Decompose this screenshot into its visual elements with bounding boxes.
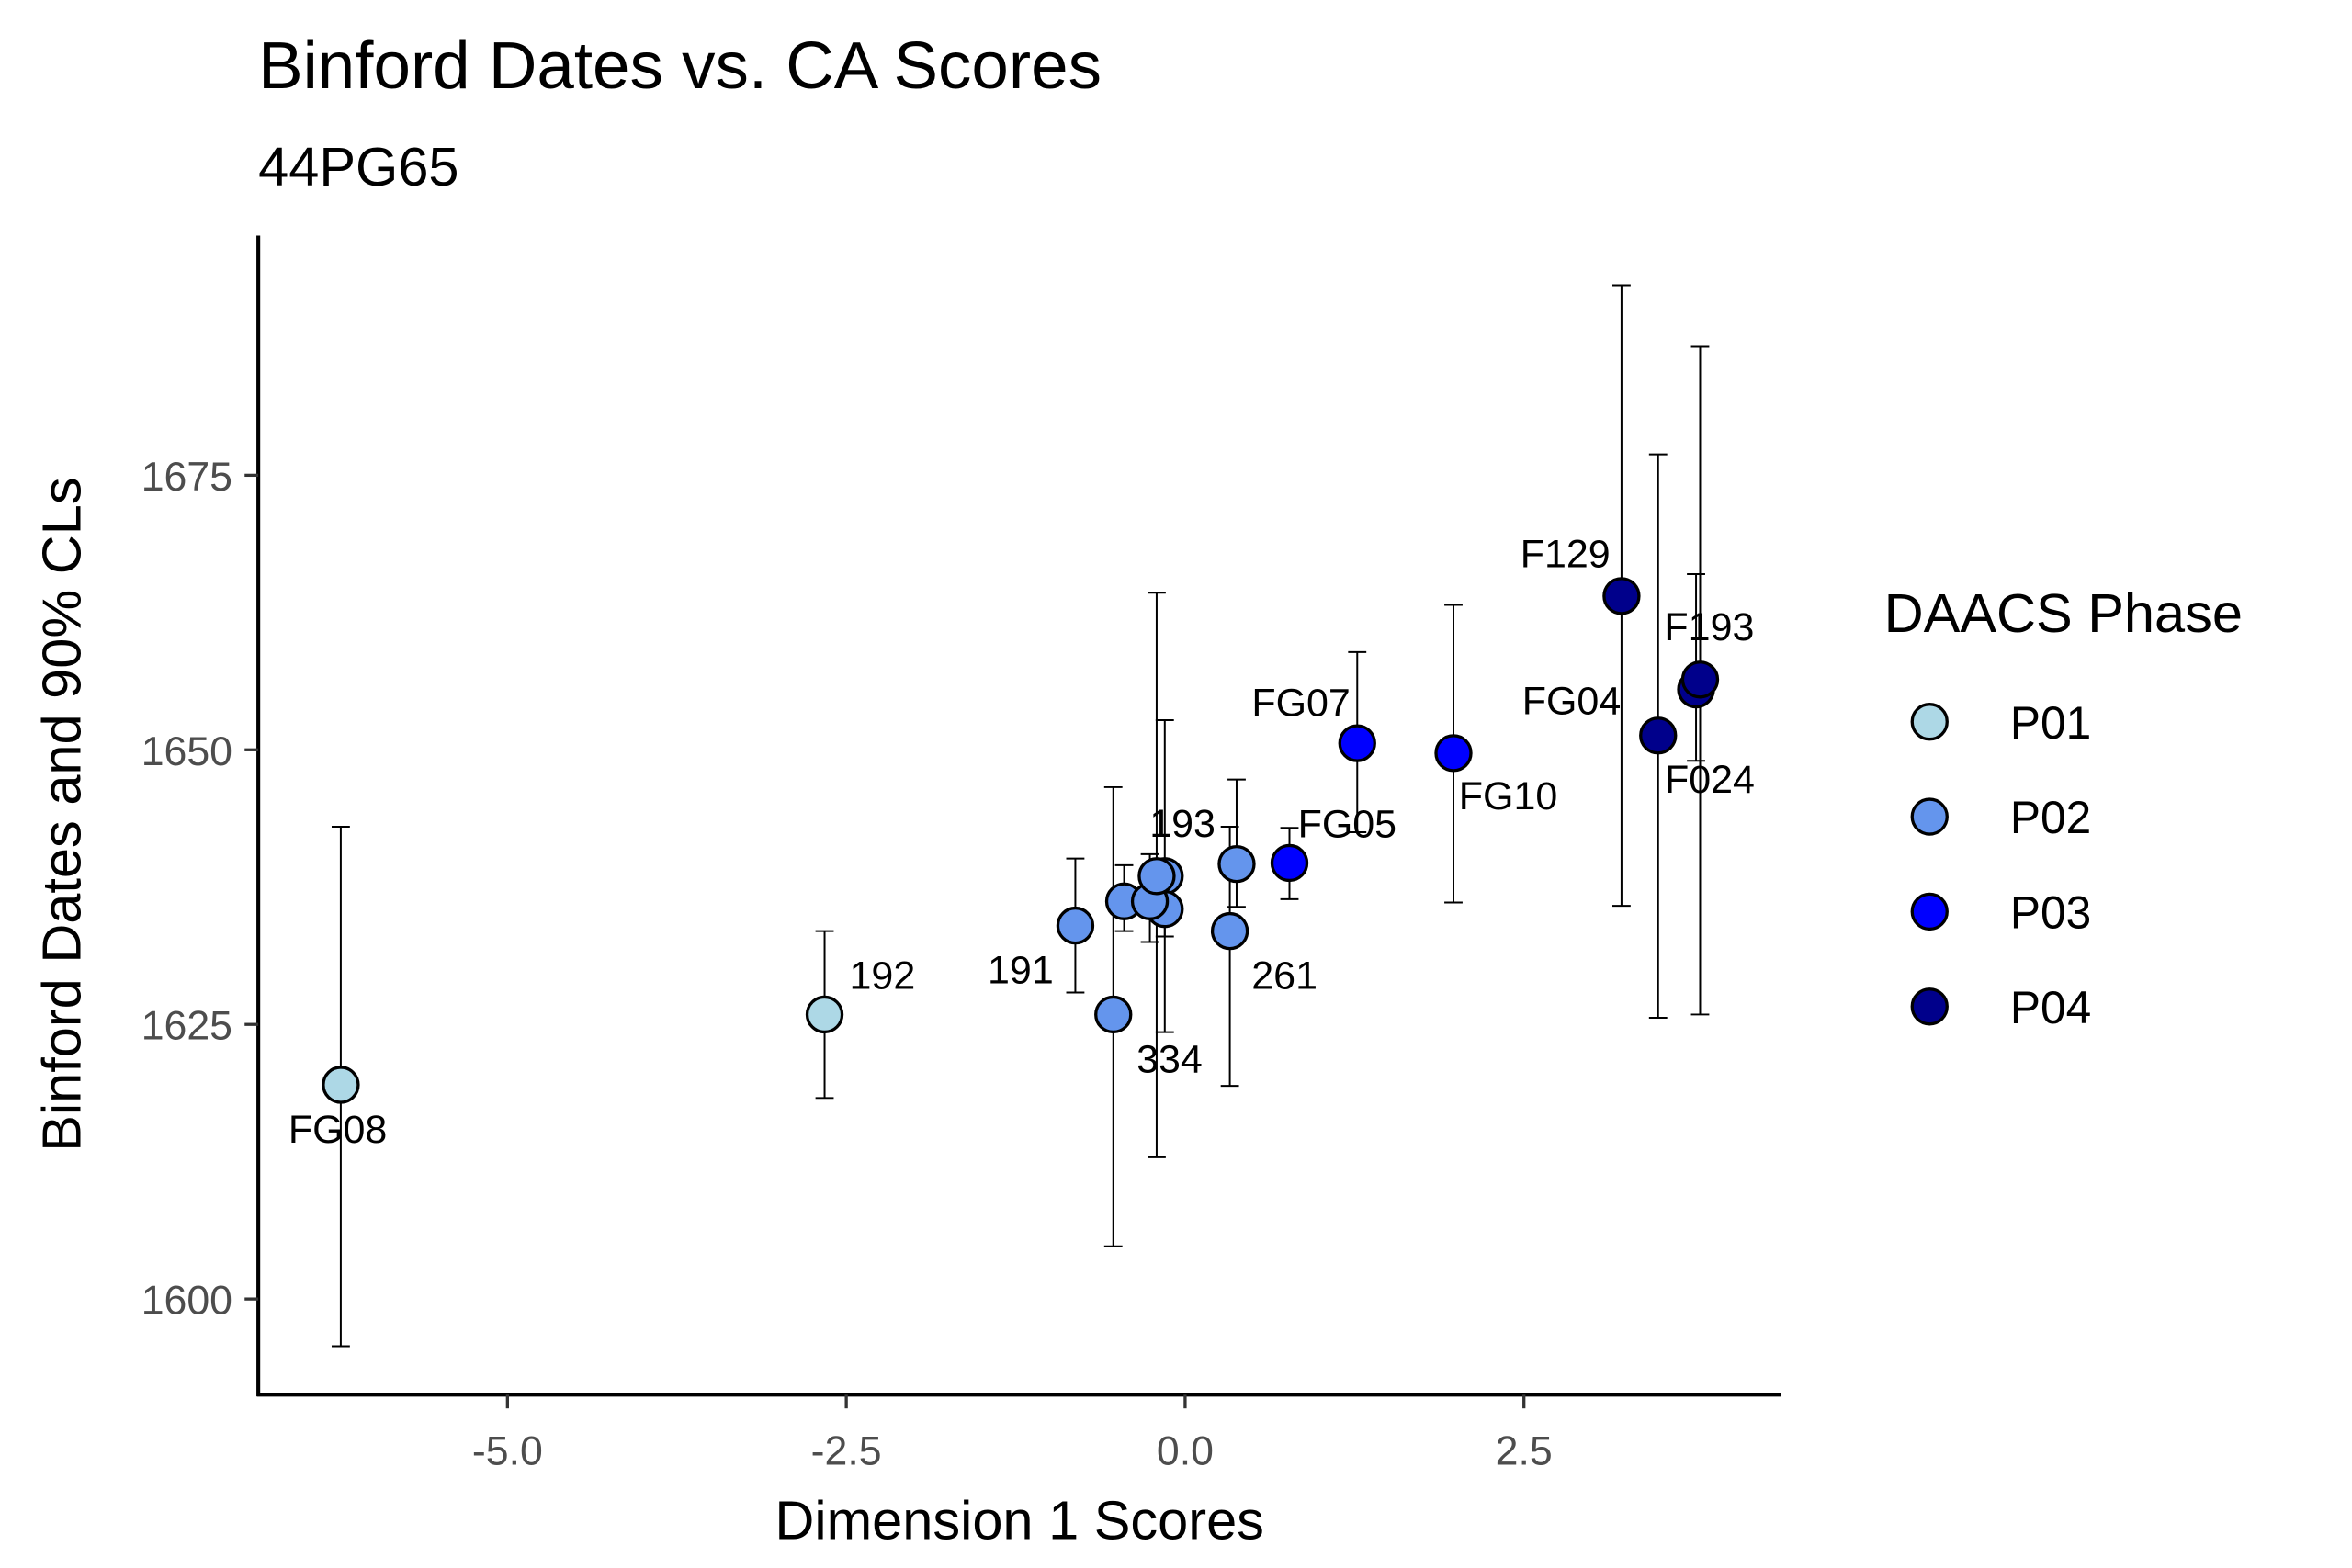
y-tick-label: 1650	[141, 729, 232, 774]
point-label: F129	[1521, 532, 1611, 576]
legend-item-p03: P03	[1910, 887, 2091, 939]
legend-item-p01: P01	[1910, 697, 2091, 749]
point-label: F024	[1665, 758, 1755, 802]
data-point	[1137, 857, 1176, 896]
data-point	[805, 995, 844, 1034]
x-tick-label: 2.5	[1496, 1428, 1553, 1473]
point-label: 193	[1149, 802, 1216, 846]
legend-swatch	[1910, 797, 1949, 836]
legend-swatch	[1910, 892, 1949, 931]
data-point	[1434, 734, 1473, 773]
data-point	[1270, 843, 1309, 883]
x-tick-label: -5.0	[472, 1428, 543, 1473]
y-tick-label: 1625	[141, 1004, 232, 1049]
legend-label: P01	[2010, 697, 2091, 749]
point-labels: FG08 192 191 334 193 261 FG05 FG07 FG10 F129 FG04 F…	[288, 532, 1755, 1151]
x-tick-label: -2.5	[811, 1428, 882, 1473]
data-point	[1639, 716, 1678, 755]
legend-label: P02	[2010, 792, 2091, 843]
data-point	[1338, 724, 1376, 762]
data-point	[1217, 844, 1256, 884]
point-label: 334	[1136, 1037, 1203, 1081]
legend: DAACS Phase P01 P02 P03 P04	[1884, 582, 2243, 1033]
legend-item-p02: P02	[1910, 792, 2091, 843]
x-axis-label: Dimension 1 Scores	[775, 1489, 1264, 1551]
data-point	[1094, 995, 1133, 1034]
legend-title: DAACS Phase	[1884, 582, 2243, 644]
point-label: FG05	[1298, 802, 1397, 846]
point-label: FG07	[1251, 681, 1351, 725]
point-label: FG08	[288, 1108, 388, 1152]
x-tick-label: 0.0	[1157, 1428, 1214, 1473]
data-point	[1602, 577, 1641, 615]
point-label: FG04	[1522, 680, 1622, 724]
x-ticks: -5.0 -2.5 0.0 2.5	[472, 1394, 1553, 1473]
data-point	[1680, 660, 1720, 699]
y-tick-label: 1675	[141, 455, 232, 500]
y-tick-label: 1600	[141, 1279, 232, 1324]
data-points	[322, 577, 1720, 1104]
chart-subtitle: 44PG65	[258, 136, 458, 197]
point-label: 191	[988, 948, 1054, 992]
legend-label: P03	[2010, 887, 2091, 939]
point-label: 192	[850, 953, 916, 998]
data-point	[1056, 906, 1095, 945]
legend-swatch	[1910, 987, 1949, 1026]
data-point	[322, 1066, 360, 1104]
point-label: F193	[1664, 605, 1754, 649]
point-label: 261	[1251, 953, 1317, 998]
chart-title: Binford Dates vs. CA Scores	[258, 28, 1102, 103]
y-ticks: 1600 1625 1650 1675	[141, 455, 259, 1324]
legend-item-p04: P04	[1910, 982, 2091, 1033]
point-label: FG10	[1459, 774, 1558, 818]
legend-label: P04	[2010, 982, 2091, 1033]
y-axis-label: Binford Dates and 90% CLs	[31, 477, 93, 1151]
data-point	[1210, 911, 1250, 951]
legend-swatch	[1910, 703, 1949, 741]
